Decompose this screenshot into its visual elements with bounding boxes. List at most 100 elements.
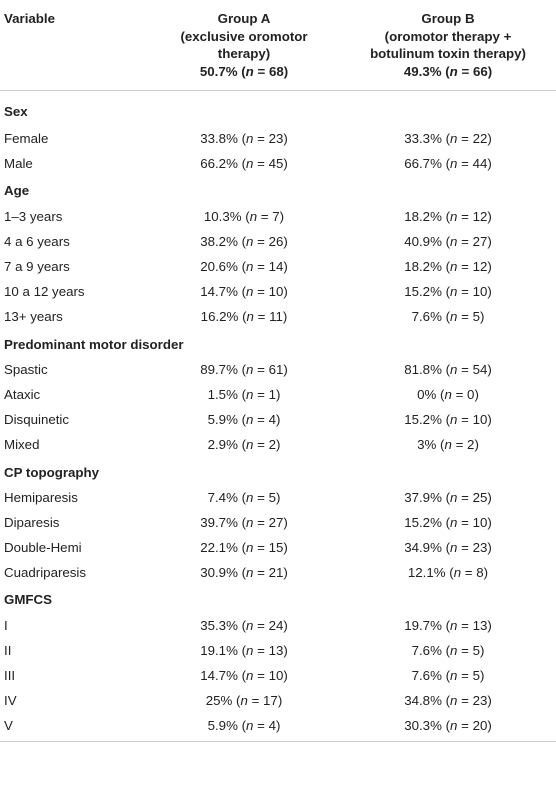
row-label: Double-Hemi [4, 540, 82, 556]
group-a-value-n: 10 [268, 284, 284, 300]
group-b-value-pct: 34.8% [404, 693, 442, 709]
group-a-value-n: 11 [269, 309, 283, 325]
group-a-value-n: 10 [268, 668, 284, 684]
group-b-value: 7.6% (n = 5) [411, 668, 485, 684]
header-variable: Variable [0, 0, 148, 91]
n-symbol: n [249, 208, 258, 224]
group-a-value-pct: 66.2% [200, 156, 238, 172]
row-label: I [4, 617, 8, 633]
group-a-value-n: 23 [268, 131, 284, 147]
group-a-value-n: 4 [268, 718, 276, 734]
group-b-value: 34.8% (n = 23) [404, 693, 492, 709]
group-a-value: 39.7% (n = 27) [200, 514, 288, 530]
group-b-value-pct: 33.3% [404, 131, 442, 147]
n-symbol: n [450, 131, 458, 147]
group-b-value: 0% (n = 0) [417, 386, 479, 402]
group-a-value-pct: 7.4% [207, 489, 238, 505]
group-a-value-n: 27 [268, 514, 284, 530]
group-b-value-n: 22 [472, 131, 488, 147]
group-b-value-pct: 3% [417, 437, 437, 453]
n-symbol: n [246, 233, 254, 249]
group-b-value-n: 10 [472, 284, 488, 300]
group-a-value-n: 13 [268, 642, 284, 658]
row-label: V [0, 713, 148, 742]
group-b-value: 40.9% (n = 27) [404, 233, 492, 249]
group-a-value-n: 15 [268, 540, 284, 556]
table-row: V 5.9% (n = 4) 30.3% (n = 20) [0, 713, 556, 742]
row-label: Diparesis [4, 514, 60, 530]
n-symbol: n [246, 489, 254, 505]
group-a-value: 14.7% (n = 10) [200, 668, 288, 684]
n-symbol: n [444, 386, 452, 402]
group-a-value: 14.7% (n = 10) [200, 284, 288, 300]
section-row: Age [0, 176, 556, 203]
table-row: Male 66.2% (n = 45) 66.7% (n = 44) [0, 151, 556, 176]
n-symbol: n [450, 514, 458, 530]
table-row: Female 33.8% (n = 23) 33.3% (n = 22) [0, 126, 556, 151]
group-a-value-pct: 30.9% [200, 565, 238, 581]
group-b-value-n: 5 [472, 642, 480, 658]
group-a-title: Group A [217, 11, 271, 26]
group-a-value-pct: 22.1% [200, 540, 238, 556]
table-row: I 35.3% (n = 24) 19.7% (n = 13) [0, 613, 556, 638]
n-symbol: n [246, 668, 254, 684]
group-b-value: 15.2% (n = 10) [404, 514, 492, 530]
table-row: 4 a 6 years 38.2% (n = 26) 40.9% (n = 27) [0, 229, 556, 254]
group-b-value-pct: 34.9% [404, 540, 442, 556]
group-b-value-pct: 30.3% [404, 718, 442, 734]
group-a-value-pct: 5.9% [207, 718, 238, 734]
group-b-value-pct: 18.2% [404, 259, 442, 275]
n-symbol: n [450, 233, 458, 249]
group-b-value-pct: 15.2% [404, 514, 442, 530]
group-b-value: 15.2% (n = 10) [404, 412, 492, 428]
group-b-value-pct: 81.8% [404, 361, 442, 377]
group-b-value-pct: 18.2% [404, 208, 442, 224]
group-a-value-n: 2 [268, 437, 276, 453]
group-a-value-pct: 25% [205, 693, 233, 709]
group-b-value-n: 44 [472, 156, 488, 172]
n-symbol: n [450, 208, 458, 224]
n-symbol: n [246, 642, 254, 658]
section-row: Sex [0, 91, 556, 127]
n-symbol: n [246, 131, 254, 147]
group-b-value-n: 20 [472, 718, 488, 734]
group-b-value: 37.9% (n = 25) [404, 489, 492, 505]
group-b-value: 18.2% (n = 12) [404, 259, 492, 275]
group-a-pct: 50.7% [199, 63, 238, 79]
group-a-value-n: 61 [268, 361, 284, 377]
row-label: II [4, 642, 12, 658]
n-symbol: n [246, 156, 254, 172]
group-a-value-n: 26 [268, 233, 284, 249]
group-a-value: 30.9% (n = 21) [200, 565, 288, 581]
table-row: 1–3 years 10.3% (n = 7) 18.2% (n = 12) [0, 204, 556, 229]
table-row: Hemiparesis 7.4% (n = 5) 37.9% (n = 25) [0, 485, 556, 510]
n-symbol: n [246, 412, 254, 428]
group-b-value: 3% (n = 2) [417, 437, 479, 453]
group-b-n: 66 [472, 63, 488, 79]
group-a-value-n: 1 [268, 386, 276, 402]
group-a-value-pct: 33.8% [200, 131, 238, 147]
table-row: Cuadriparesis 30.9% (n = 21) 12.1% (n = 8) [0, 560, 556, 585]
row-label: Female [4, 131, 49, 147]
row-label: 7 a 9 years [4, 259, 70, 275]
group-a-value: 66.2% (n = 45) [200, 156, 288, 172]
group-b-value-pct: 7.6% [411, 309, 442, 325]
row-label: IV [4, 693, 17, 709]
n-symbol: n [246, 514, 254, 530]
group-a-value: 89.7% (n = 61) [200, 361, 288, 377]
group-a-value-n: 45 [268, 156, 284, 172]
group-a-value-pct: 20.6% [200, 259, 238, 275]
group-a-value-n: 24 [268, 617, 284, 633]
n-symbol: n [450, 642, 458, 658]
group-b-value: 34.9% (n = 23) [404, 540, 492, 556]
table-row: Ataxic 1.5% (n = 1) 0% (n = 0) [0, 382, 556, 407]
group-b-value: 33.3% (n = 22) [404, 131, 492, 147]
group-a-value: 19.1% (n = 13) [200, 642, 288, 658]
n-symbol: n [450, 284, 458, 300]
n-symbol: n [246, 540, 254, 556]
header-group-b: Group B (oromotor therapy + botulinum to… [340, 0, 556, 91]
group-a-value-pct: 5.9% [207, 412, 238, 428]
group-b-value-n: 25 [472, 489, 488, 505]
group-a-value-pct: 89.7% [200, 361, 238, 377]
group-a-value-pct: 19.1% [200, 642, 238, 658]
